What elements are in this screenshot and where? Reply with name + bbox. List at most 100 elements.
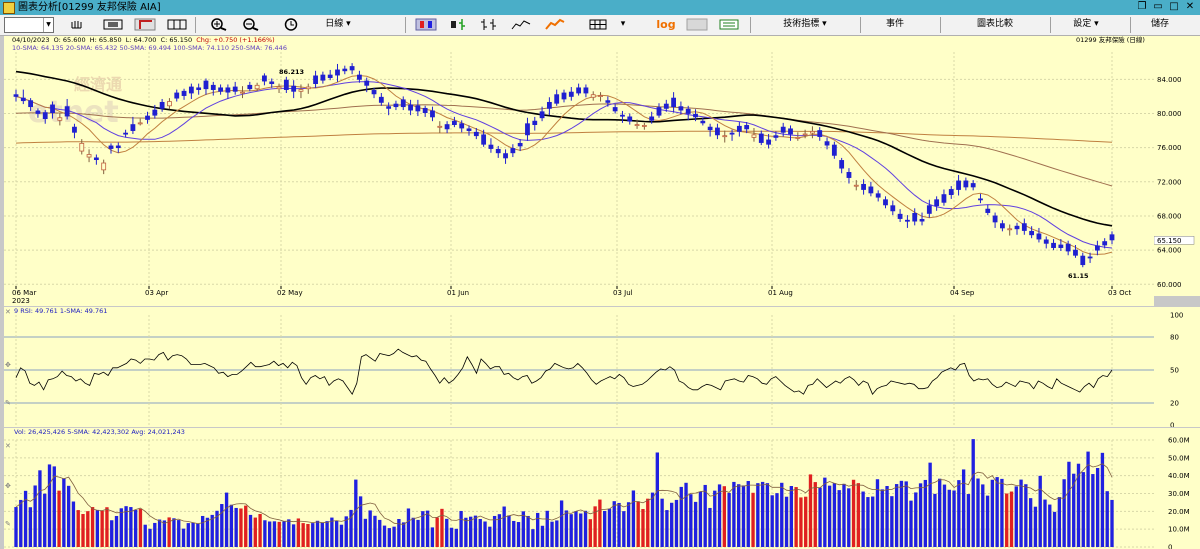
chevron-down-icon[interactable]: ▼ [43, 18, 53, 32]
minimize-icon[interactable]: ▭ [1153, 1, 1163, 12]
volume-bar [196, 523, 200, 547]
volume-bar [521, 511, 525, 547]
fit-screen-icon[interactable] [102, 18, 124, 31]
volume-bar [483, 521, 487, 547]
candle-body [444, 124, 450, 130]
price-axis: 84.000 80.000 76.000 72.000 68.000 64.000 60.0… [1154, 36, 1200, 296]
rsi-tick-label: 80 [1170, 334, 1179, 342]
volume-bar [727, 492, 731, 547]
symbol-combo[interactable]: ▼ [4, 17, 54, 33]
candle-body [50, 104, 55, 114]
toolbar: ▼ 日線 ▾ ▾ log 技術 [0, 15, 1200, 36]
edit-panel-icon[interactable]: ✎ [5, 399, 11, 407]
volume-bar [497, 514, 502, 547]
low-value: L: 64.700 [125, 36, 157, 44]
technical-indicators-menu[interactable]: 技術指標 ▾ [783, 19, 827, 29]
rsi-chart[interactable] [4, 307, 1154, 427]
ohlc-icon[interactable] [448, 18, 470, 31]
volume-bar [847, 488, 851, 547]
volume-bar [234, 507, 238, 547]
candle-body [598, 95, 603, 97]
close-icon[interactable]: ✕ [1185, 1, 1195, 12]
candle-body [335, 69, 340, 76]
volume-bar [1005, 493, 1009, 547]
close-panel-icon[interactable]: ✕ [5, 442, 11, 450]
volume-bar [713, 490, 717, 547]
close-panel-icon[interactable]: ✕ [5, 308, 11, 316]
candle-body [459, 123, 465, 129]
volume-bar [1081, 472, 1085, 547]
volume-bar [62, 478, 66, 547]
volume-bar [947, 489, 951, 547]
grid-icon[interactable] [588, 18, 610, 31]
edit-panel-icon[interactable]: ✎ [5, 520, 11, 528]
volume-bar [957, 480, 961, 547]
candle-body [145, 115, 150, 120]
candle-body [415, 105, 421, 112]
pan-hand-icon[interactable] [68, 18, 90, 31]
crosshair-icon[interactable] [134, 18, 156, 31]
zoom-out-icon[interactable] [240, 18, 262, 31]
move-panel-icon[interactable]: ✥ [5, 482, 11, 490]
volume-bar [469, 516, 473, 547]
settings-menu[interactable]: 設定 ▾ [1073, 19, 1099, 29]
candle-body [802, 133, 808, 136]
volume-bar [210, 514, 214, 547]
volume-bar [76, 510, 80, 547]
volume-bar [574, 511, 578, 547]
layout-icon[interactable] [166, 18, 188, 31]
volume-bar [253, 517, 257, 547]
candle-body [305, 86, 311, 90]
candle-body [824, 141, 830, 146]
volume-bar [47, 464, 52, 547]
volume-bar [583, 510, 588, 547]
candle-body [342, 68, 348, 72]
period-dropdown[interactable]: 日線 ▾ [325, 19, 351, 29]
volume-bar [138, 508, 143, 547]
log-scale-button[interactable]: log [656, 18, 676, 31]
volume-bar [464, 517, 468, 547]
mountain-chart-icon[interactable] [544, 18, 566, 31]
volume-bar [741, 485, 746, 547]
candle-body [298, 89, 304, 92]
volume-bar [110, 520, 114, 547]
volume-bar [1048, 504, 1052, 547]
volume-bar [1019, 479, 1023, 547]
candle-body [364, 80, 370, 86]
volume-chart[interactable] [4, 428, 1154, 549]
volume-bar [985, 495, 990, 547]
candle-body [751, 134, 757, 138]
volume-bar [334, 520, 339, 547]
price-tick-label: 64.000 [1157, 247, 1182, 255]
volume-bar [780, 482, 784, 547]
zoom-in-icon[interactable] [208, 18, 230, 31]
candlestick-icon[interactable] [415, 18, 437, 31]
bar-chart-icon[interactable] [478, 18, 500, 31]
clock-icon[interactable] [280, 18, 302, 31]
candle-body [641, 125, 647, 127]
candle-body [963, 180, 969, 188]
candle-body [386, 106, 392, 109]
volume-bar [363, 518, 368, 547]
grid-dropdown-icon[interactable]: ▾ [620, 19, 626, 29]
candle-body [890, 205, 896, 212]
line-chart-icon[interactable] [510, 18, 532, 31]
table-view-icon[interactable] [686, 18, 708, 31]
chart-compare-button[interactable]: 圖表比較 [976, 19, 1013, 29]
compare-view-icon[interactable] [718, 18, 740, 31]
volume-bar [167, 517, 171, 547]
volume-bar [454, 528, 458, 547]
volume-bar [1014, 486, 1018, 547]
candle-body [313, 75, 318, 84]
volume-bar [526, 515, 530, 547]
maximize-icon[interactable]: □ [1169, 1, 1179, 12]
volume-bar [23, 490, 28, 547]
volume-bar [1043, 499, 1047, 547]
restore-icon[interactable]: ❐ [1137, 1, 1147, 12]
volume-bar [129, 507, 133, 547]
volume-bar [536, 512, 540, 547]
price-chart[interactable] [4, 36, 1154, 296]
move-panel-icon[interactable]: ✥ [5, 361, 11, 369]
events-button[interactable]: 事件 [885, 19, 904, 29]
save-button[interactable]: 儲存 [1150, 19, 1169, 29]
